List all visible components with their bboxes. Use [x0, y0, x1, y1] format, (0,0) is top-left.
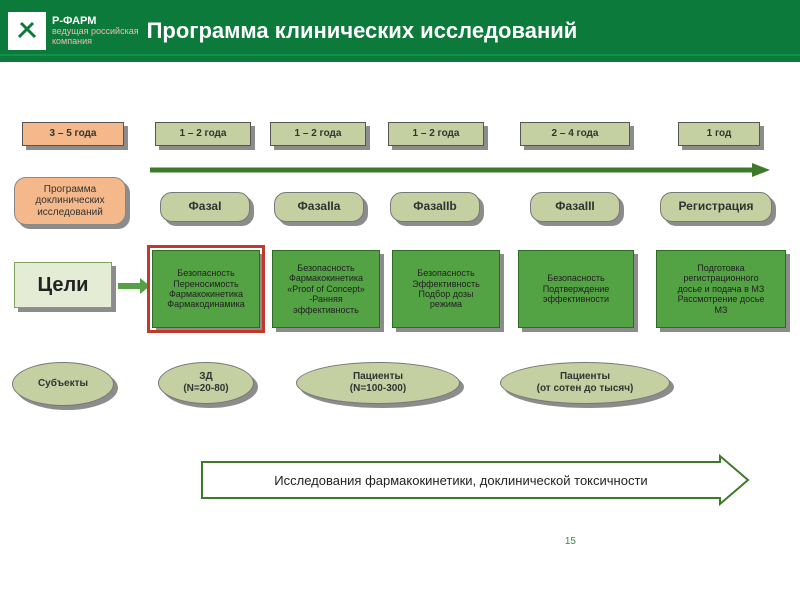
- diagram-canvas: 3 – 5 года 1 – 2 года 1 – 2 года 1 – 2 года…: [0, 62, 800, 553]
- phase-pill: ФазаI: [160, 192, 250, 222]
- phase-pill: Регистрация: [660, 192, 772, 222]
- phase-pill: ФазаIIa: [274, 192, 364, 222]
- svg-text:Исследования фармакокинетики,: Исследования фармакокинетики, доклиничес…: [274, 473, 647, 488]
- subject-ellipse: ЗД (N=20-80): [158, 362, 254, 404]
- logo-icon: [13, 17, 41, 45]
- phase-pill: ФазаIIb: [390, 192, 480, 222]
- goal-box: Безопасность Фармакокинетика «Proof of C…: [272, 250, 380, 328]
- timeline-cell: 1 год: [678, 122, 760, 146]
- timeline-cell: 2 – 4 года: [520, 122, 630, 146]
- slide-header: Р-ФАРМ ведущая российская компания Прогр…: [0, 0, 800, 62]
- phase-pill: ФазаIII: [530, 192, 620, 222]
- goal-box: Безопасность Подтверждение эффективности: [518, 250, 634, 328]
- subject-ellipse: Пациенты (N=100-300): [296, 362, 460, 404]
- timeline-cell: 1 – 2 года: [388, 122, 484, 146]
- logo-box: [8, 12, 46, 50]
- subject-ellipse: Пациенты (от сотен до тысяч): [500, 362, 670, 404]
- goal-box: Подготовка регистрационного досье и пода…: [656, 250, 786, 328]
- goal-box: Безопасность Эффективность Подбор дозы р…: [392, 250, 500, 328]
- tseli-label: Цели: [14, 262, 112, 308]
- subject-ellipse: Субъекты: [12, 362, 114, 406]
- logo-text: Р-ФАРМ ведущая российская компания: [52, 15, 139, 47]
- preclinical-box: Программа доклинических исследований: [14, 177, 126, 225]
- header-divider: [0, 54, 800, 56]
- timeline-cell: 3 – 5 года: [22, 122, 124, 146]
- goal-box: Безопасность Переносимость Фармакокинети…: [152, 250, 260, 328]
- timeline-cell: 1 – 2 года: [270, 122, 366, 146]
- slide-number: 15: [565, 536, 576, 547]
- page-title: Программа клинических исследований: [147, 18, 578, 44]
- timeline-cell: 1 – 2 года: [155, 122, 251, 146]
